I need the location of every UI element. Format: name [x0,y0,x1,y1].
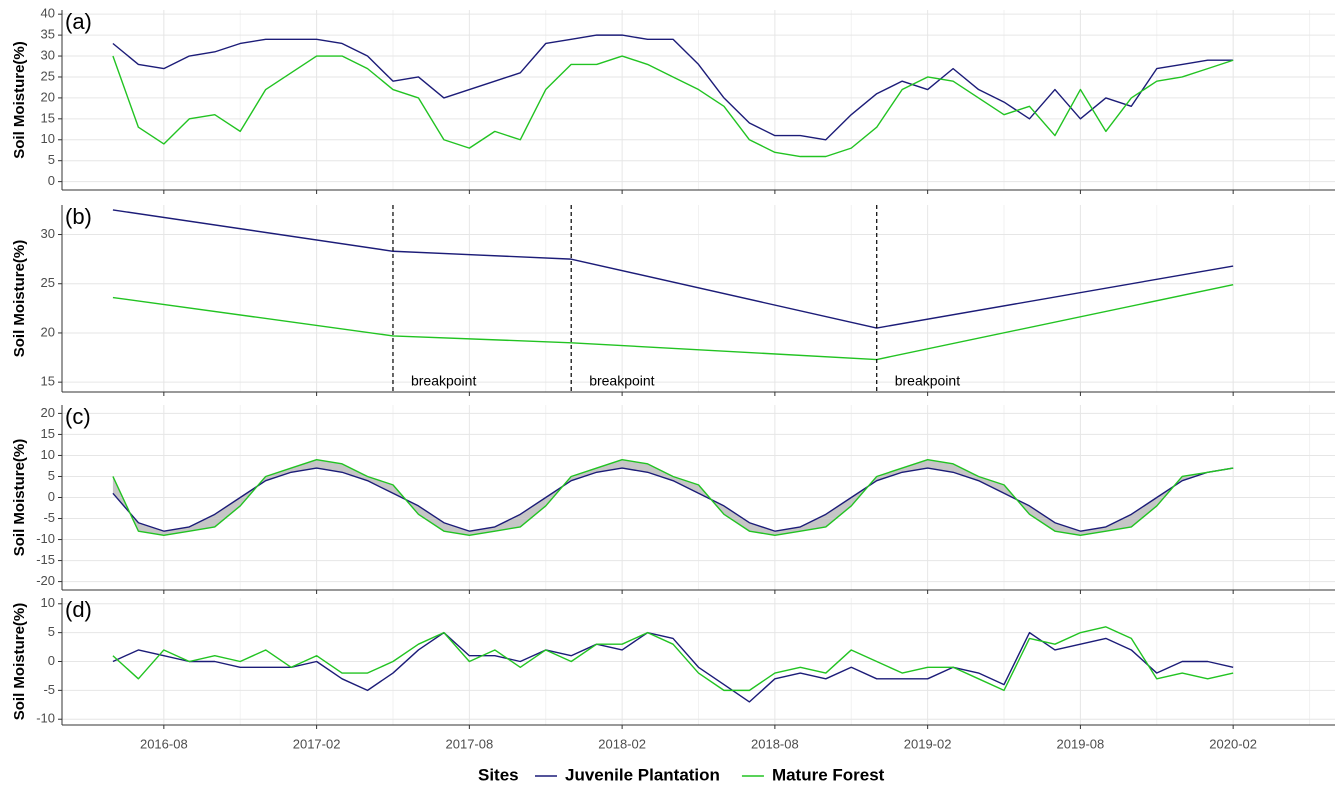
y-tick-label: 15 [41,110,55,125]
y-axis-label: Soil Moisture(%) [11,439,28,557]
y-tick-label: -10 [36,711,55,726]
y-tick-label: 40 [41,6,55,21]
y-axis-label: Soil Moisture(%) [11,240,28,358]
y-tick-label: 15 [41,374,55,389]
legend-label: Mature Forest [772,765,885,784]
x-tick-label: 2020-02 [1209,736,1257,751]
y-tick-label: 0 [48,653,55,668]
series-line [112,467,1234,532]
y-axis-label: Soil Moisture(%) [11,41,28,159]
y-tick-label: 0 [48,489,55,504]
breakpoint-label: breakpoint [411,373,476,389]
legend-title: Sites [478,765,519,784]
panel-label: (b) [65,204,92,229]
series-line [112,631,1234,703]
panel-label: (c) [65,404,91,429]
y-tick-label: 10 [41,595,55,610]
y-tick-label: -5 [43,510,55,525]
panel: 15 20 25 30 breakpoint breakpoint breakpoint (b… [11,204,1335,396]
y-axis-label: Soil Moisture(%) [11,603,28,721]
y-tick-label: -10 [36,531,55,546]
y-tick-label: 25 [41,275,55,290]
series-line [112,458,1234,537]
series-line [112,55,1234,158]
series-line [112,284,1234,361]
series-line [112,626,1234,692]
difference-band [112,459,1234,536]
x-tick-label: 2018-02 [598,736,646,751]
y-tick-label: 10 [41,131,55,146]
y-tick-label: 20 [41,324,55,339]
y-tick-label: 35 [41,27,55,42]
y-tick-label: 15 [41,426,55,441]
panel: -20 -15 -10 -5 0 5 10 15 20 (c) Soil Moisture(%) [11,404,1335,594]
x-tick-label: 2017-02 [293,736,341,751]
y-tick-label: 0 [48,173,55,188]
series-line [112,209,1234,329]
series-line [112,34,1234,141]
panel: 0 5 10 15 20 25 30 35 40 (a) Soil Moisture(%) [11,6,1335,194]
y-tick-label: 5 [48,152,55,167]
x-tick-label: 2019-08 [1057,736,1105,751]
legend: Sites Juvenile Plantation Mature Forest [478,765,885,784]
y-tick-label: 5 [48,624,55,639]
x-tick-label: 2019-02 [904,736,952,751]
y-tick-label: 20 [41,89,55,104]
breakpoint-label: breakpoint [895,373,960,389]
y-tick-label: 5 [48,468,55,483]
x-tick-label: 2018-08 [751,736,799,751]
x-tick-label: 2016-08 [140,736,188,751]
y-tick-label: 30 [41,47,55,62]
y-tick-label: 20 [41,405,55,420]
y-tick-label: 10 [41,447,55,462]
y-tick-label: 30 [41,226,55,241]
x-tick-label: 2017-08 [446,736,494,751]
legend-label: Juvenile Plantation [565,765,720,784]
y-tick-label: 25 [41,68,55,83]
y-tick-label: -5 [43,682,55,697]
y-tick-label: -20 [36,573,55,588]
panel: -10 -5 0 5 10 2016-08 2017-02 2017-08 2018-02 201… [11,595,1335,751]
panel-label: (d) [65,597,92,622]
y-tick-label: -15 [36,552,55,567]
panel-label: (a) [65,9,92,34]
breakpoint-label: breakpoint [589,373,654,389]
